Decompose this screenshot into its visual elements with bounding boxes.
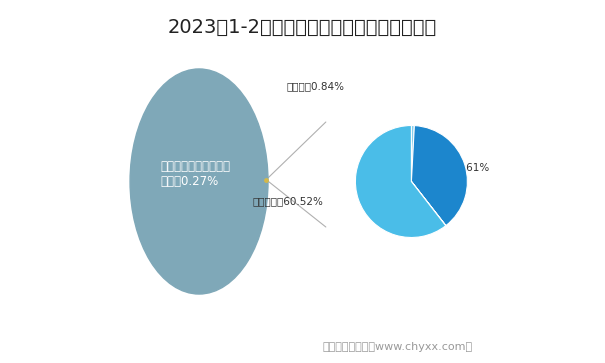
Text: 2023年1-2月海南省累计客运总量分类统计图: 2023年1-2月海南省累计客运总量分类统计图 — [168, 18, 437, 37]
Wedge shape — [411, 126, 414, 182]
Wedge shape — [411, 126, 468, 226]
Text: 巡游出租汽车38.61%: 巡游出租汽车38.61% — [413, 162, 490, 172]
Wedge shape — [411, 182, 446, 226]
Wedge shape — [355, 126, 446, 237]
Text: 公共汽电车60.52%: 公共汽电车60.52% — [252, 196, 323, 207]
Text: 轨道交通0.84%: 轨道交通0.84% — [286, 82, 344, 91]
Text: 客运轮渡0%: 客运轮渡0% — [413, 196, 454, 207]
Ellipse shape — [130, 69, 268, 294]
Text: 海南省客运总量占全国
比重为0.27%: 海南省客运总量占全国 比重为0.27% — [160, 160, 231, 188]
Text: 制图：智研咨询（www.chyxx.com）: 制图：智研咨询（www.chyxx.com） — [323, 342, 473, 352]
